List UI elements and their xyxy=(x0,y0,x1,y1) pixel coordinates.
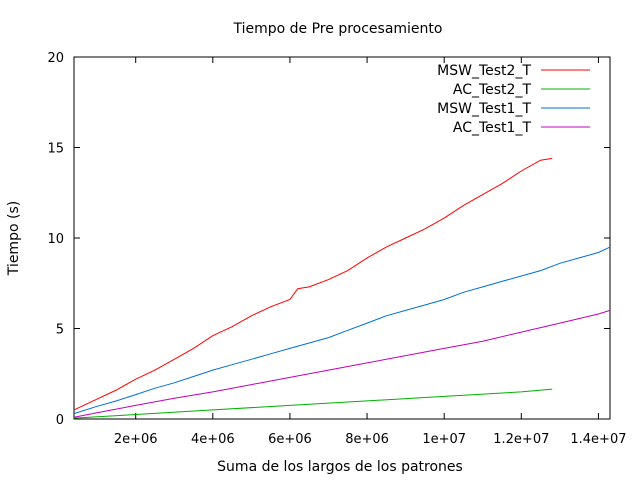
x-tick-label: 1.4e+07 xyxy=(570,432,626,447)
y-axis-label: Tiempo (s) xyxy=(6,201,22,276)
x-tick-label: 6e+06 xyxy=(268,432,312,447)
x-tick-label: 8e+06 xyxy=(345,432,389,447)
series-line-2 xyxy=(73,246,611,415)
legend-label: AC_Test1_T xyxy=(453,120,532,136)
x-axis-label: Suma de los largos de los patrones xyxy=(217,459,463,475)
series-lines xyxy=(73,157,611,419)
x-tick-label: 1.2e+07 xyxy=(493,432,549,447)
y-tick-label: 0 xyxy=(56,413,64,428)
legend-label: MSW_Test1_T xyxy=(437,101,531,117)
y-axis: 0 5 10 15 20 xyxy=(47,51,610,428)
legend-label: MSW_Test2_T xyxy=(437,63,531,79)
y-tick-label: 5 xyxy=(56,323,64,338)
x-tick-label: 1e+07 xyxy=(422,432,466,447)
y-tick-label: 10 xyxy=(47,232,64,247)
legend-label: AC_Test2_T xyxy=(453,82,532,98)
y-tick-label: 15 xyxy=(47,142,64,157)
y-tick-label: 20 xyxy=(47,51,64,66)
legend: MSW_Test2_T AC_Test2_T MSW_Test1_T AC_Test1… xyxy=(437,63,590,136)
x-tick-label: 2e+06 xyxy=(114,432,158,447)
series-line-3 xyxy=(73,309,611,418)
chart-title: Tiempo de Pre procesamiento xyxy=(233,21,443,37)
x-tick-label: 4e+06 xyxy=(191,432,235,447)
series-line-0 xyxy=(73,157,553,411)
x-axis: 2e+06 4e+06 6e+06 8e+06 1e+07 1.2e+07 1.4e+07 xyxy=(114,57,626,447)
series-line-1 xyxy=(73,388,553,419)
